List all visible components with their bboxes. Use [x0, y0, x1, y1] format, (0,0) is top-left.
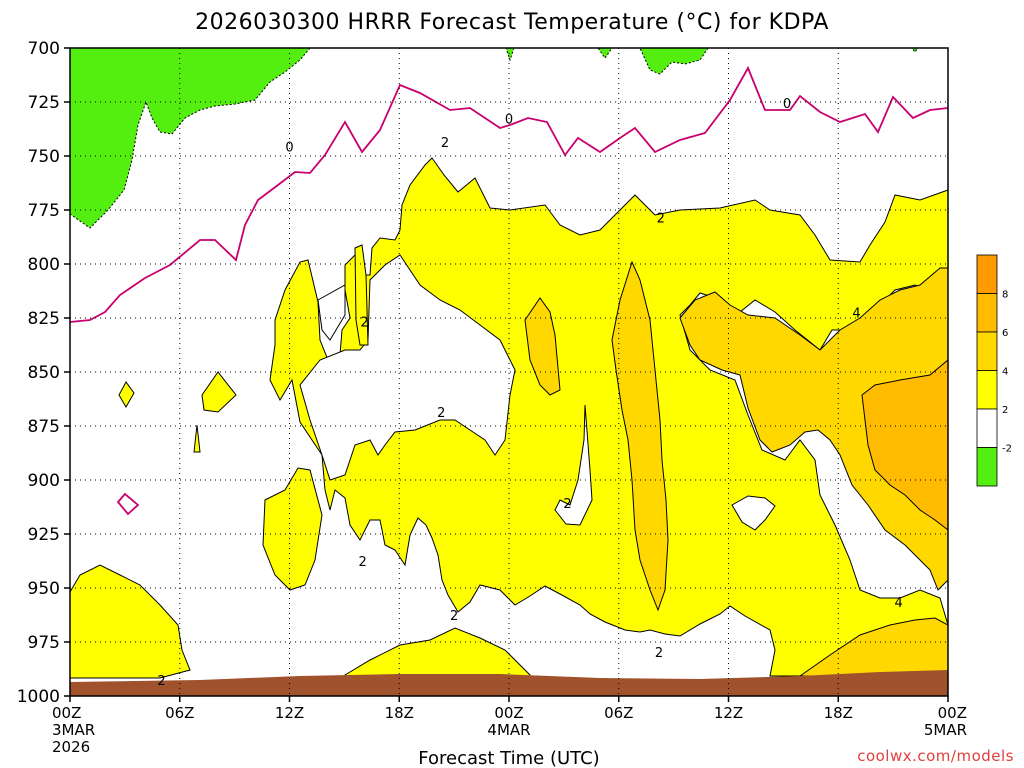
x-tick-label: 18Z	[385, 704, 414, 722]
contour-label: 2	[437, 406, 445, 421]
y-tick-label: 775	[28, 201, 60, 221]
contour-label: 4	[852, 307, 860, 322]
y-tick-label: 1000	[17, 687, 60, 707]
x-tick-label: 00Z	[938, 704, 967, 722]
gold-4to6-region-center	[611, 260, 669, 612]
contour-label: 2	[360, 315, 368, 330]
y-tick-label: 825	[28, 309, 60, 329]
color-bar-tick: 8	[1002, 290, 1008, 301]
y-tick-label: 725	[28, 93, 60, 113]
zero-isotherm-loop	[116, 492, 140, 516]
below-minus2-blip-4	[911, 47, 919, 53]
x-tick-label: 06Z	[165, 704, 194, 722]
x-axis-label: Forecast Time (UTC)	[418, 748, 599, 768]
color-bar-tick: -2	[1002, 444, 1012, 455]
x-tick-label: 00Z	[52, 704, 81, 722]
gold-4to6-region-small	[524, 297, 561, 396]
contour-label: 0	[783, 97, 791, 112]
yellow-island-4	[354, 244, 369, 346]
white-gap-4	[731, 495, 776, 531]
y-tick-label: 850	[28, 363, 60, 383]
x-tick-date: 3MAR	[52, 721, 95, 739]
color-bar-segment	[976, 408, 998, 448]
color-bar-segment	[976, 370, 998, 410]
gold-4to6-region-right	[679, 267, 949, 591]
x-tick-label: 00Z	[494, 704, 523, 722]
contour-label: 2	[157, 674, 165, 689]
yellow-island-7	[338, 627, 531, 679]
y-tick-label: 950	[28, 579, 60, 599]
contour-label: 2	[563, 497, 571, 512]
below-minus2-blip-3	[639, 47, 709, 75]
color-bar-tick: 2	[1002, 405, 1008, 416]
white-gap-1	[317, 284, 346, 341]
color-bar-tick: 4	[1002, 367, 1008, 378]
zero-isotherm-main	[69, 65, 949, 323]
below-minus2-blip-2	[597, 47, 613, 59]
zero-degree-isotherm	[69, 65, 949, 516]
x-tick-label: 12Z	[275, 704, 304, 722]
y-tick-label: 800	[28, 255, 60, 275]
contour-label: 2	[441, 136, 449, 151]
contour-labels: 0 0 0 2 2 2 2 2 2 2 2 2 4 4	[157, 97, 902, 689]
yellow-island-1	[118, 381, 135, 408]
contour-label: 0	[505, 112, 513, 127]
x-tick-label: 18Z	[824, 704, 853, 722]
below-minus2-region-topleft	[69, 47, 312, 229]
contour-label: 4	[894, 596, 902, 611]
y-tick-label: 750	[28, 147, 60, 167]
color-bar-segment	[976, 447, 998, 487]
y-tick-label: 900	[28, 471, 60, 491]
yellow-island-3	[193, 424, 201, 453]
orange-6to8-region	[861, 358, 949, 532]
grid-lines	[70, 48, 948, 696]
x-tick-label: 12Z	[714, 704, 743, 722]
y-tick-label: 975	[28, 633, 60, 653]
contour-label: 0	[285, 140, 293, 155]
color-bar-legend: 8 6 4 2 -2	[976, 254, 1012, 487]
chart-title: 2026030300 HRRR Forecast Temperature (°C…	[195, 10, 829, 35]
x-tick-date: 5MAR	[924, 721, 967, 739]
color-bar-segment	[976, 331, 998, 371]
y-tick-label: 925	[28, 525, 60, 545]
x-tick-year: 2026	[52, 738, 90, 756]
color-bar-segment	[976, 254, 998, 294]
credit-text[interactable]: coolwx.com/models	[857, 747, 1014, 765]
yellow-island-2	[201, 371, 237, 413]
yellow-island-6	[69, 564, 191, 679]
color-bar-segment	[976, 293, 998, 333]
contour-label: 2	[359, 555, 367, 570]
below-minus2-blip-1	[505, 47, 515, 62]
contour-label: 2	[655, 646, 663, 661]
y-tick-label: 700	[28, 39, 60, 59]
white-gap-2	[299, 254, 516, 481]
y-tick-label: 875	[28, 417, 60, 437]
yellow-island-5	[262, 467, 323, 591]
x-tick-label: 06Z	[604, 704, 633, 722]
color-bar-tick: 6	[1002, 328, 1008, 339]
white-gap-3	[554, 404, 593, 526]
x-tick-date: 4MAR	[487, 721, 530, 739]
contour-label: 2	[450, 609, 458, 624]
contour-label: 2	[657, 212, 665, 227]
y-axis-ticks: 700 725 750 775 800 825 850 875 900 925 950 975 1000	[17, 39, 70, 707]
temperature-fill-regions	[69, 47, 949, 696]
